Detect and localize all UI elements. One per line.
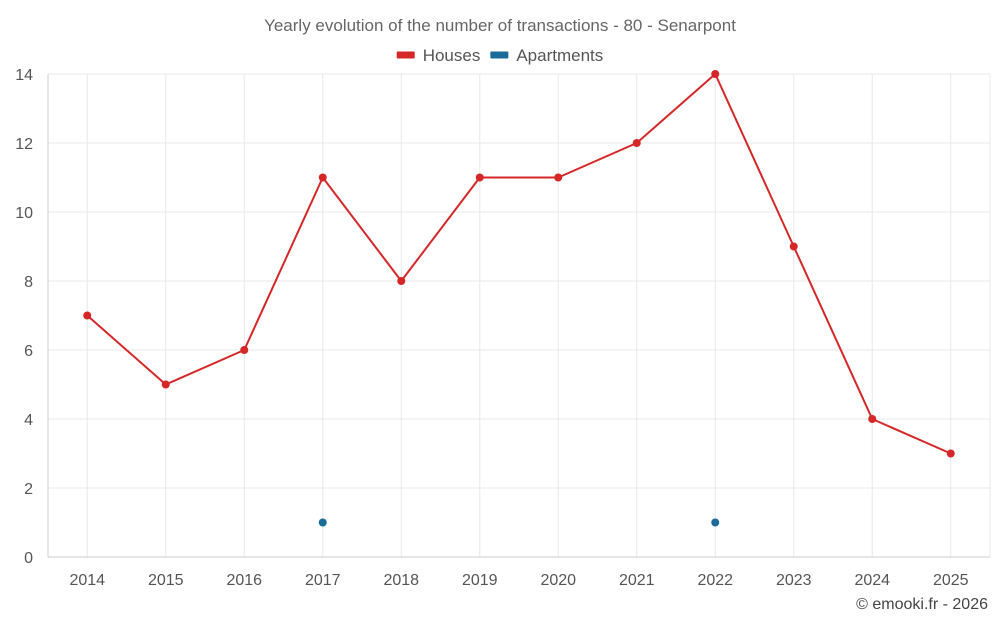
data-point-houses[interactable] bbox=[789, 242, 798, 251]
legend-label: Houses bbox=[423, 46, 481, 65]
data-point-houses[interactable] bbox=[554, 173, 563, 182]
legend-item-houses[interactable]: Houses bbox=[396, 46, 481, 65]
data-point-houses[interactable] bbox=[318, 173, 327, 182]
data-point-houses[interactable] bbox=[161, 380, 170, 389]
data-point-houses[interactable] bbox=[240, 346, 249, 354]
data-point-houses[interactable] bbox=[83, 311, 92, 320]
x-tick-label: 2020 bbox=[540, 572, 576, 589]
y-tick-label: 6 bbox=[24, 343, 33, 360]
x-tick-label: 2015 bbox=[148, 572, 184, 589]
legend-label: Apartments bbox=[516, 46, 603, 65]
x-tick-label: 2023 bbox=[776, 572, 812, 589]
x-tick-label: 2018 bbox=[383, 572, 419, 589]
series-line-houses bbox=[86, 73, 952, 455]
y-tick-label: 0 bbox=[24, 550, 33, 567]
y-tick-labels: 0 2 4 6 8 10 12 14 bbox=[15, 67, 33, 567]
y-tick-label: 10 bbox=[15, 205, 33, 222]
legend: Houses Apartments bbox=[396, 46, 603, 65]
y-tick-label: 14 bbox=[15, 67, 33, 84]
data-point-houses[interactable] bbox=[946, 449, 955, 458]
series-houses bbox=[83, 70, 955, 458]
data-point-houses[interactable] bbox=[475, 173, 484, 182]
grid bbox=[48, 73, 990, 557]
axes bbox=[47, 74, 991, 558]
x-tick-label: 2025 bbox=[933, 572, 969, 589]
x-tick-label: 2021 bbox=[619, 572, 655, 589]
credit-text: © emooki.fr - 2026 bbox=[856, 596, 988, 613]
y-tick-label: 2 bbox=[24, 481, 33, 498]
legend-swatch bbox=[490, 51, 509, 59]
data-point-apartments[interactable] bbox=[711, 518, 720, 527]
x-tick-label: 2019 bbox=[462, 572, 498, 589]
data-point-apartments[interactable] bbox=[318, 518, 327, 527]
x-tick-label: 2014 bbox=[69, 572, 105, 589]
series-layer bbox=[83, 70, 955, 527]
series-apartments bbox=[318, 518, 720, 527]
y-tick-label: 8 bbox=[24, 274, 33, 291]
x-tick-labels: 2014 2015 2016 2017 2018 2019 2020 2021 2022 2023… bbox=[69, 572, 968, 589]
data-point-houses[interactable] bbox=[632, 139, 641, 147]
data-point-houses[interactable] bbox=[711, 70, 720, 78]
x-tick-label: 2024 bbox=[854, 572, 890, 589]
y-tick-label: 12 bbox=[15, 136, 33, 153]
data-point-houses[interactable] bbox=[868, 415, 877, 423]
y-tick-label: 4 bbox=[24, 412, 33, 429]
x-tick-label: 2022 bbox=[697, 572, 733, 589]
data-point-houses[interactable] bbox=[397, 277, 406, 285]
legend-swatch bbox=[396, 51, 415, 59]
x-tick-label: 2017 bbox=[305, 572, 341, 589]
legend-item-apartments[interactable]: Apartments bbox=[490, 46, 603, 65]
x-tick-label: 2016 bbox=[226, 572, 262, 589]
chart-title: Yearly evolution of the number of transa… bbox=[264, 16, 736, 35]
